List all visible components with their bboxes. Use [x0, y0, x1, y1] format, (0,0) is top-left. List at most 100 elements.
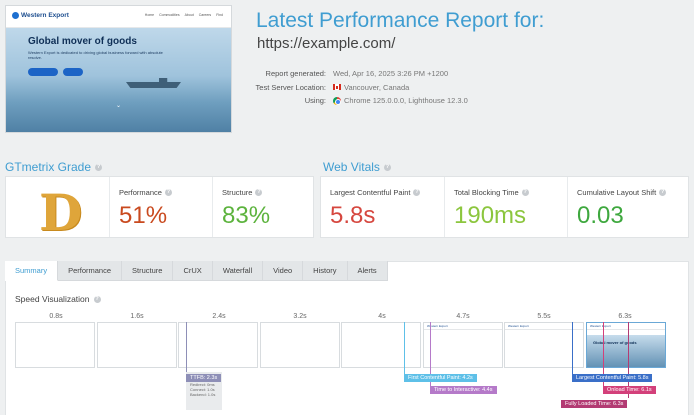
- timeline-tick: 4.7s: [456, 313, 470, 320]
- tbt-label-text: Total Blocking Time: [454, 188, 519, 197]
- web-vitals-title: Web Vitals ?: [323, 160, 391, 174]
- meta-value: Vancouver, Canada: [333, 81, 409, 95]
- timeline-tick: 2.4s: [212, 313, 226, 320]
- lcp-value: 5.8s: [330, 202, 376, 229]
- screenshot-hero: [6, 28, 231, 132]
- performance-label-text: Performance: [119, 188, 162, 197]
- performance-label: Performance?: [119, 188, 172, 197]
- ttfb-detail: Redirect: 0ms: [190, 382, 215, 387]
- frame-hero-title: Global mover of goods: [593, 340, 637, 345]
- screenshot-hero-subtitle: Western Export is dedicated to driving g…: [28, 50, 163, 60]
- cls-label-text: Cumulative Layout Shift: [577, 188, 657, 197]
- screenshot-cta-button: [28, 68, 58, 76]
- cls-label: Cumulative Layout Shift?: [577, 188, 667, 197]
- tab-structure[interactable]: Structure: [122, 261, 174, 281]
- tbt-value: 190ms: [454, 202, 527, 229]
- meta-value-text: Vancouver, Canada: [344, 82, 410, 92]
- fully-loaded-marker: Fully Loaded Time: 6.3s: [561, 400, 628, 408]
- onload-line: [603, 322, 604, 386]
- timeline-tick: 3.2s: [293, 313, 307, 320]
- page-screenshot[interactable]: Western Export Home Commodities About Ca…: [5, 5, 232, 133]
- help-icon[interactable]: ?: [255, 189, 263, 196]
- filmstrip-frame[interactable]: [15, 322, 95, 368]
- canada-flag-icon: [333, 84, 341, 91]
- timeline-tick: 6.3s: [618, 313, 632, 320]
- timeline-tick: 1.6s: [130, 313, 144, 320]
- filmstrip-frame-final[interactable]: Western Export Global mover of goods: [586, 322, 666, 368]
- onload-marker: Onload Time: 6.1s: [603, 386, 656, 394]
- frame-hero: [587, 335, 665, 367]
- screenshot-nav-link: Commodities: [159, 13, 180, 17]
- help-icon[interactable]: ?: [93, 295, 101, 303]
- frame-nav: Western Export: [424, 323, 502, 330]
- speed-visualization-title: Speed Visualization ?: [15, 294, 101, 304]
- fcp-line: [404, 322, 405, 374]
- meta-value: Chrome 125.0.0.0, Lighthouse 12.3.0: [333, 94, 468, 108]
- ttfb-marker: TTFB: 2.3s: [186, 374, 222, 382]
- screenshot-logo: Western Export: [12, 12, 69, 19]
- filmstrip-frame[interactable]: Western Export: [504, 322, 584, 368]
- lcp-marker: Largest Contentful Paint: 5.8s: [572, 374, 653, 382]
- ttfb-line: [186, 322, 187, 374]
- screenshot-nav-link: Careers: [198, 13, 212, 17]
- structure-label: Structure?: [222, 188, 263, 197]
- tab-history[interactable]: History: [303, 261, 348, 281]
- timeline-tick: 5.5s: [537, 313, 551, 320]
- meta-row-using: Using: Chrome 125.0.0.0, Lighthouse 12.3…: [236, 94, 468, 108]
- frame-nav: Western Export: [587, 323, 665, 330]
- help-icon[interactable]: ?: [164, 189, 172, 196]
- grade-panel: D Performance? 51% Structure? 83%: [5, 176, 314, 242]
- ttfb-detail: Backend: 1.0s: [190, 392, 216, 397]
- section-title-text: Web Vitals: [323, 160, 380, 174]
- tab-summary[interactable]: Summary: [5, 261, 59, 281]
- filmstrip-frame[interactable]: [341, 322, 421, 368]
- filmstrip-frame[interactable]: Western Export: [423, 322, 503, 368]
- help-icon[interactable]: ?: [95, 163, 103, 171]
- filmstrip-frame[interactable]: [178, 322, 258, 368]
- filmstrip-frame[interactable]: [97, 322, 177, 368]
- ttfb-detail: Connect: 1.0s: [190, 387, 215, 392]
- vitals-panel: Largest Contentful Paint? 5.8s Total Blo…: [320, 176, 689, 238]
- logo-icon: [12, 12, 19, 19]
- screenshot-logo-text: Western Export: [21, 12, 69, 19]
- tti-line: [430, 322, 431, 386]
- frame-logo: Western Export: [427, 324, 448, 328]
- frame-logo: Western Export: [508, 324, 529, 328]
- help-icon[interactable]: ?: [383, 163, 391, 171]
- report-url[interactable]: https://example.com/: [257, 35, 396, 52]
- help-icon[interactable]: ?: [521, 189, 529, 196]
- help-icon[interactable]: ?: [413, 189, 421, 196]
- cls-cell: Cumulative Layout Shift? 0.03: [567, 177, 690, 237]
- tab-crux[interactable]: CrUX: [173, 261, 213, 281]
- screenshot-nav-link: Home: [144, 13, 155, 17]
- structure-value: 83%: [222, 202, 271, 229]
- meta-label: Test Server Location:: [255, 82, 326, 92]
- tab-alerts[interactable]: Alerts: [347, 261, 388, 281]
- fully-loaded-line: [628, 322, 629, 398]
- cls-value: 0.03: [577, 202, 624, 229]
- meta-label: Using:: [304, 96, 326, 105]
- section-title-text: GTmetrix Grade: [5, 160, 92, 174]
- timeline-tick: 0.8s: [49, 313, 63, 320]
- frame-nav: Western Export: [505, 323, 583, 330]
- screenshot-nav-links: Home Commodities About Careers Find: [145, 13, 223, 17]
- tab-video[interactable]: Video: [263, 261, 304, 281]
- screenshot-nav-link: About: [184, 13, 194, 17]
- lcp-label: Largest Contentful Paint?: [330, 188, 421, 197]
- meta-value-text: Chrome 125.0.0.0, Lighthouse 12.3.0: [344, 96, 468, 105]
- help-icon[interactable]: ?: [659, 189, 667, 196]
- performance-value: 51%: [119, 202, 168, 229]
- grade-letter: D: [39, 183, 83, 242]
- filmstrip-frame[interactable]: [260, 322, 340, 368]
- speed-title-text: Speed Visualization: [15, 294, 90, 304]
- tab-waterfall[interactable]: Waterfall: [212, 261, 264, 281]
- chrome-icon: [333, 96, 341, 105]
- tab-performance[interactable]: Performance: [58, 261, 123, 281]
- gtmetrix-grade-title: GTmetrix Grade ?: [5, 160, 103, 174]
- meta-row-generated: Report generated: Wed, Apr 16, 2025 3:26…: [236, 67, 468, 81]
- meta-label: Report generated:: [265, 69, 326, 78]
- lcp-label-text: Largest Contentful Paint: [330, 188, 411, 197]
- report-title: Latest Performance Report for:: [256, 9, 545, 32]
- ship-image: [126, 78, 181, 88]
- screenshot-secondary-button: [63, 68, 83, 76]
